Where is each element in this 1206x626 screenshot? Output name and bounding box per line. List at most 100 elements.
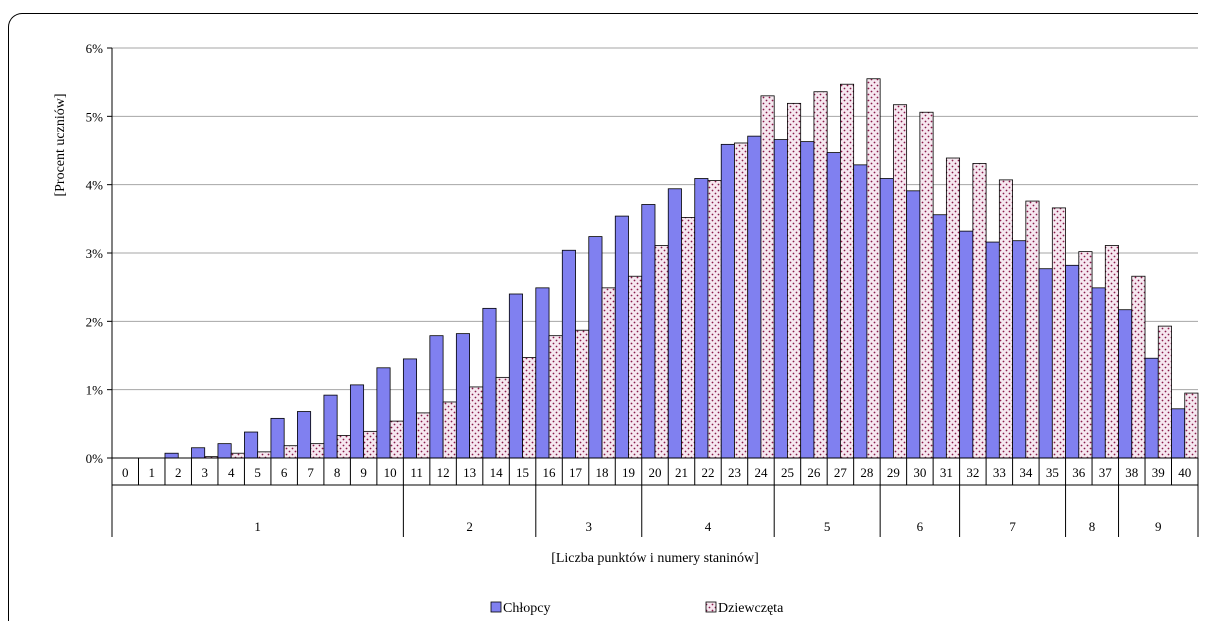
x-tick-label: 15: [516, 465, 529, 480]
bar-chlopcy: [535, 287, 550, 459]
stanine-label: 2: [466, 519, 473, 534]
x-tick-label: 12: [437, 465, 450, 480]
bar-dziewczeta: [734, 142, 749, 459]
bar-dziewczeta: [1025, 200, 1040, 459]
bar-dziewczeta: [257, 451, 272, 459]
x-tick-label: 37: [1099, 465, 1113, 480]
bar-chlopcy: [323, 394, 338, 459]
x-tick-label: 17: [569, 465, 583, 480]
bar-chlopcy: [773, 139, 788, 459]
bar-dziewczeta: [522, 357, 537, 459]
y-tick-label: 4%: [86, 178, 104, 193]
x-tick-label: 5: [254, 465, 261, 480]
x-tick-label: 0: [122, 465, 129, 480]
bar-dziewczeta: [283, 445, 298, 459]
x-tick-label: 13: [463, 465, 476, 480]
bar-dziewczeta: [1157, 325, 1172, 459]
stanine-label: 6: [917, 519, 924, 534]
x-tick-label: 29: [887, 465, 900, 480]
bar-dziewczeta: [1051, 207, 1066, 459]
chart-frame: [8, 13, 1198, 621]
y-tick-label: 6%: [86, 41, 104, 56]
x-tick-label: 40: [1178, 465, 1191, 480]
bar-dziewczeta: [919, 111, 934, 459]
bar-chlopcy: [932, 214, 947, 459]
bar-chlopcy: [508, 293, 523, 459]
x-tick-label: 38: [1125, 465, 1138, 480]
x-axis-label: [Liczba punktów i numery staninów]: [551, 551, 759, 566]
x-tick-label: 4: [228, 465, 235, 480]
bar-dziewczeta: [628, 275, 643, 459]
bar-chlopcy: [402, 358, 418, 459]
bars: [164, 78, 1199, 459]
bar-chlopcy: [429, 335, 444, 459]
x-tick-label: 8: [334, 465, 341, 480]
bar-dziewczeta: [654, 245, 669, 459]
bar-dziewczeta: [813, 91, 828, 459]
bar-chlopcy: [376, 367, 391, 459]
bar-chlopcy: [720, 143, 735, 459]
bar-dziewczeta: [416, 412, 431, 459]
bar-dziewczeta: [442, 401, 457, 459]
bar-chlopcy: [641, 204, 656, 459]
stanine-label: 8: [1089, 519, 1096, 534]
legend-swatch-chlopcy: [490, 601, 502, 613]
x-tick-label: 30: [913, 465, 926, 480]
x-tick-label: 6: [281, 465, 288, 480]
x-tick-label: 3: [201, 465, 208, 480]
bar-chlopcy: [217, 443, 232, 459]
x-tick-label: 26: [807, 465, 821, 480]
bar-dziewczeta: [495, 376, 510, 459]
bar-dziewczeta: [945, 157, 961, 459]
x-tick-label: 7: [307, 465, 314, 480]
x-tick-label: 20: [649, 465, 662, 480]
bar-chlopcy: [588, 236, 603, 459]
bar-chlopcy: [747, 135, 762, 459]
bar-chlopcy: [1012, 240, 1027, 459]
x-tick-label: 14: [490, 465, 504, 480]
legend-label-dziewczeta: Dziewczęta: [718, 601, 784, 616]
bar-dziewczeta: [336, 435, 351, 459]
legend: Chłopcy Dziewczęta: [490, 601, 784, 616]
x-tick-label: 1: [148, 465, 155, 480]
stanine-label: 4: [705, 519, 712, 534]
bar-chlopcy: [1144, 357, 1159, 459]
x-tick-label: 28: [860, 465, 873, 480]
bar-chlopcy: [800, 141, 815, 459]
bar-chlopcy: [985, 241, 1000, 459]
bar-chlopcy: [1065, 264, 1080, 459]
bar-chlopcy: [191, 447, 206, 459]
bar-dziewczeta: [1184, 392, 1199, 459]
x-tick-label: 27: [834, 465, 848, 480]
x-tick-label: 16: [543, 465, 557, 480]
bar-dziewczeta: [760, 95, 775, 459]
bar-chlopcy: [1091, 287, 1106, 459]
bar-dziewczeta: [310, 443, 325, 459]
bar-dziewczeta: [363, 430, 378, 459]
bar-dziewczeta: [892, 104, 908, 459]
stanine-label: 3: [586, 519, 593, 534]
bar-dziewczeta: [998, 179, 1013, 459]
bar-dziewczeta: [1104, 245, 1119, 459]
y-tick-label: 5%: [86, 109, 104, 124]
x-tick-label: 2: [175, 465, 182, 480]
stanine-label: 7: [1009, 519, 1016, 534]
x-tick-label: 9: [360, 465, 367, 480]
stanine-label: 1: [254, 519, 261, 534]
x-tick-label: 21: [675, 465, 688, 480]
bar-chlopcy: [1038, 268, 1053, 459]
bar-dziewczeta: [548, 335, 563, 459]
x-tick-label: 19: [622, 465, 635, 480]
bar-chlopcy: [270, 417, 285, 459]
bar-dziewczeta: [601, 287, 616, 459]
x-tick-label: 18: [596, 465, 609, 480]
x-tick-label: 10: [384, 465, 397, 480]
bar-chlopcy: [694, 178, 709, 459]
bar-chlopcy: [455, 333, 470, 459]
stanine-label: 5: [824, 519, 831, 534]
y-tick-label: 0%: [86, 451, 104, 466]
y-axis-ticks: 0% 1% 2% 3% 4% 5% 6%: [86, 41, 113, 466]
bar-dziewczeta: [840, 83, 855, 459]
bar-dziewczeta: [230, 452, 245, 459]
bar-dziewczeta: [389, 420, 404, 459]
